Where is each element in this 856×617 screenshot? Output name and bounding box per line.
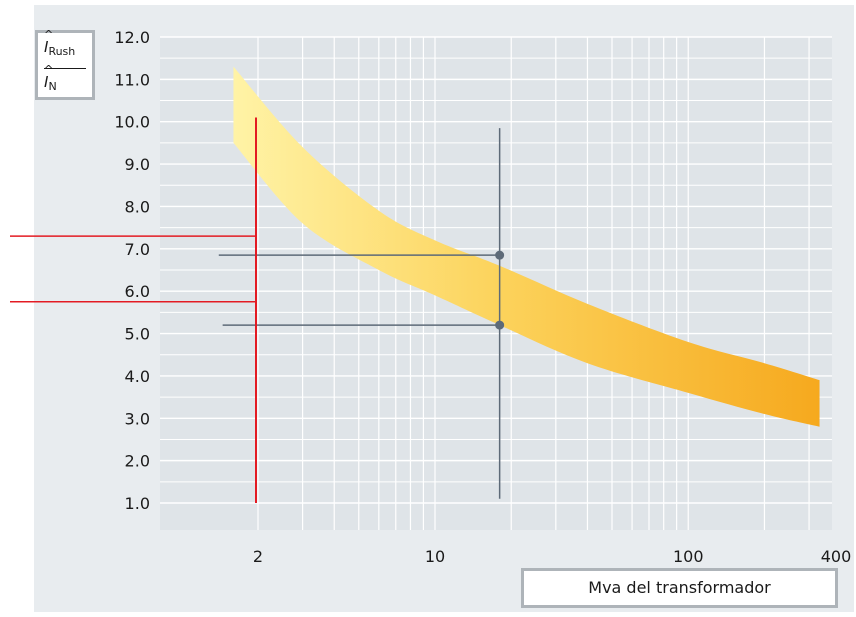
y-tick-label: 8.0 [125,197,150,216]
y-label-fraction-bar [44,68,86,69]
y-tick-label: 1.0 [125,494,150,513]
y-tick-label: 5.0 [125,325,150,344]
y-tick-label: 6.0 [125,282,150,301]
y-tick-label: 9.0 [125,155,150,174]
x-axis: 2 10 100 400 [253,547,851,566]
y-tick-label: 7.0 [125,240,150,259]
y-axis: 12.0 11.0 10.0 9.0 8.0 7.0 6.0 5.0 4.0 3.0 2.0 1.0 [114,28,150,513]
x-tick-label: 100 [673,547,704,566]
reading-example [218,128,505,499]
y-tick-label: 2.0 [125,452,150,471]
y-tick-label: 12.0 [114,28,150,47]
inrush-band-layer [233,66,820,427]
red-annotations [10,117,257,503]
y-tick-label: 4.0 [125,367,150,386]
inrush-band [233,66,820,427]
y-label-numerator: IRush [44,28,76,58]
x-tick-label: 2 [253,547,263,566]
y-label-numerator-symbol: I [44,28,54,56]
y-axis-label: IRush IN [35,28,95,100]
y-label-denominator-symbol: I [44,63,54,91]
y-label-denominator-subscript: N [48,80,57,93]
y-label-denominator: IN [44,63,57,93]
y-label-numerator-subscript: Rush [48,45,76,58]
reading-upper-point [495,250,505,260]
x-tick-label: 400 [821,547,852,566]
y-tick-label: 3.0 [125,409,150,428]
reading-lower-point [495,320,505,330]
x-axis-label: Mva del transformador [521,568,838,608]
y-tick-label: 11.0 [114,70,150,89]
x-tick-label: 10 [425,547,445,566]
y-tick-label: 10.0 [114,113,150,132]
